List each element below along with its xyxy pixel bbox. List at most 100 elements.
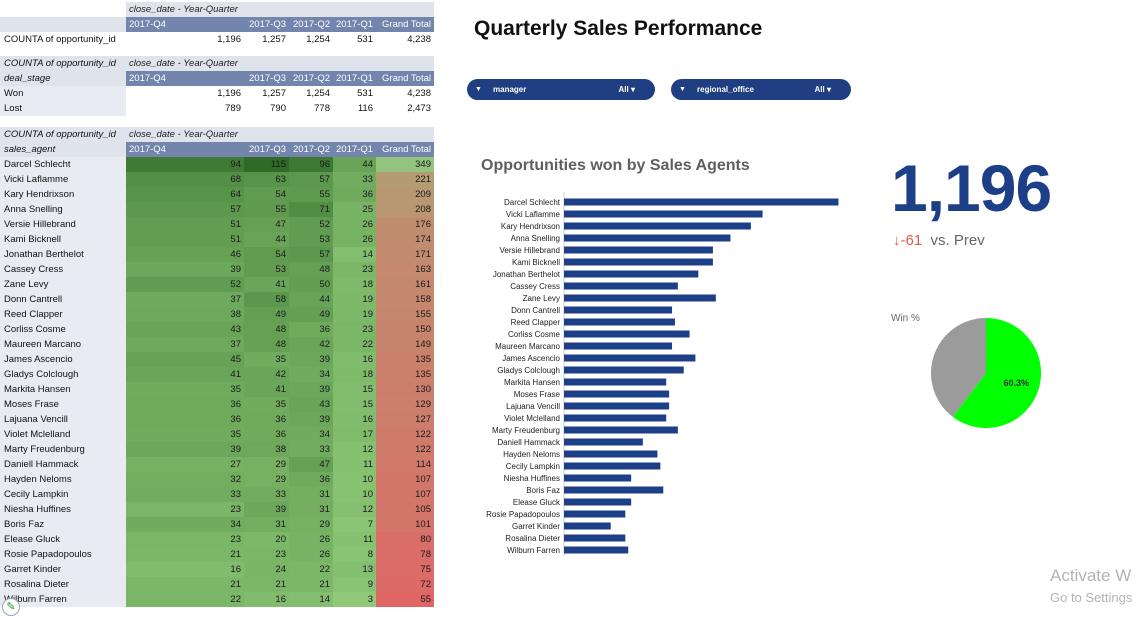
row-label: Cassey Cress (0, 262, 126, 277)
row-header: deal_stage (0, 71, 126, 86)
col-header: 2017-Q4 (126, 71, 244, 86)
grand-total-cell: 129 (376, 397, 434, 412)
table-row: Marty Freudenburg 39 38 33 12 122 (0, 442, 434, 457)
bar (564, 270, 699, 278)
cell: 46 (126, 247, 244, 262)
page-title: Quarterly Sales Performance (474, 17, 763, 40)
bar-category-label: Anna Snelling (511, 234, 560, 243)
filter-value[interactable]: All ▾ (815, 79, 831, 100)
pie-slice-lost (931, 318, 986, 417)
bar-category-label: Corliss Cosme (508, 330, 561, 339)
bar-category-label: Rosalina Dieter (505, 534, 560, 543)
col-header: 2017-Q3 (244, 71, 289, 86)
grand-total-cell: 122 (376, 427, 434, 442)
grand-total-cell: 221 (376, 172, 434, 187)
bar-category-label: Lajuana Vencill (506, 402, 560, 411)
row-label: Rosalina Dieter (0, 577, 126, 592)
filter-value-text: All (814, 85, 825, 94)
bar (564, 222, 751, 230)
agents-bar-chart: Darcel Schlecht Vicki Laflamme Kary Hendri… (486, 192, 839, 556)
bar-category-label: Maureen Marcano (495, 342, 560, 351)
cell: 21 (126, 577, 244, 592)
cell: 48 (244, 337, 289, 352)
bar (564, 426, 678, 434)
cell: 55 (244, 202, 289, 217)
table-row: Zane Levy 52 41 50 18 161 (0, 277, 434, 292)
cell: 4,238 (407, 88, 431, 99)
bar (564, 546, 629, 554)
table-row: Lajuana Vencill 36 36 39 16 127 (0, 412, 434, 427)
table-row: Boris Faz 34 31 29 7 101 (0, 517, 434, 532)
table-row: James Ascencio 45 35 39 16 135 (0, 352, 434, 367)
pencil-icon[interactable]: ✎ (2, 598, 20, 616)
grand-total-cell: 163 (376, 262, 434, 277)
cell: 39 (289, 412, 333, 427)
col-header: 2017-Q2 (289, 17, 333, 32)
cell: 36 (289, 322, 333, 337)
row-label: Marty Freudenburg (0, 442, 126, 457)
cell: 55 (289, 187, 333, 202)
row-label: Moses Frase (0, 397, 126, 412)
cell: 23 (333, 322, 376, 337)
bar (564, 306, 673, 314)
table-row: Hayden Neloms 32 29 36 10 107 (0, 472, 434, 487)
cell: 16 (126, 562, 244, 577)
row-label: Rosie Papadopoulos (0, 547, 126, 562)
cell: 16 (333, 352, 376, 367)
bar-category-label: Zane Levy (523, 294, 560, 303)
cell: 35 (244, 397, 289, 412)
cell: 57 (126, 202, 244, 217)
grand-total-cell: 107 (376, 472, 434, 487)
cell: 23 (126, 502, 244, 517)
cell: 31 (244, 517, 289, 532)
bar (564, 234, 731, 242)
bar (564, 486, 664, 494)
table-row: Rosie Papadopoulos 21 23 26 8 78 (0, 547, 434, 562)
bar (564, 438, 643, 446)
bar (564, 354, 696, 362)
row-label: Niesha Huffines (0, 502, 126, 517)
cell: 10 (333, 487, 376, 502)
table-row: Gladys Colclough 41 42 34 18 135 (0, 367, 434, 382)
cell: 15 (333, 397, 376, 412)
bar-category-label: Kami Bicknell (512, 258, 560, 267)
table-row: Donn Cantrell 37 58 44 19 158 (0, 292, 434, 307)
cell: 1,196 (217, 34, 241, 45)
bar-category-label: Darcel Schlecht (504, 198, 561, 207)
activation-watermark-settings[interactable]: Go to Settings (1050, 590, 1133, 605)
pivot-tables-panel: close_date - Year-Quarter 2017-Q4 2017-Q… (0, 0, 434, 617)
bar-category-label: Vicki Laflamme (506, 210, 561, 219)
bar (564, 510, 626, 518)
table-row: Kami Bicknell 51 44 53 26 174 (0, 232, 434, 247)
table-row: Daniell Hammack 27 29 47 11 114 (0, 457, 434, 472)
bar-category-label: Moses Frase (514, 390, 561, 399)
filter-label: manager (493, 85, 527, 94)
row-label: Gladys Colclough (0, 367, 126, 382)
col-header: 2017-Q4 (126, 17, 244, 32)
cell: 57 (289, 172, 333, 187)
table-row: Rosalina Dieter 21 21 21 9 72 (0, 577, 434, 592)
filter-value[interactable]: All ▾ (619, 79, 635, 100)
table-row: Violet Mclelland 35 36 34 17 122 (0, 427, 434, 442)
row-label: James Ascencio (0, 352, 126, 367)
manager-filter[interactable]: ▼ manager All ▾ (467, 79, 655, 100)
cell: 29 (289, 517, 333, 532)
table-row: Jonathan Berthelot 46 54 57 14 171 (0, 247, 434, 262)
col-header: Grand Total (376, 142, 434, 157)
cell: 57 (289, 247, 333, 262)
blank-cell (0, 2, 126, 17)
date-header: close_date - Year-Quarter (126, 56, 434, 71)
cell: 37 (126, 337, 244, 352)
cell: 41 (244, 277, 289, 292)
cell: 49 (244, 307, 289, 322)
filter-triangle-icon: ▼ (679, 86, 686, 93)
cell: 36 (126, 397, 244, 412)
cell: 116 (357, 103, 373, 114)
cell: 3 (333, 592, 376, 607)
cell: 12 (333, 442, 376, 457)
pie-slice-won (952, 318, 1041, 428)
regional-office-filter[interactable]: ▼ regional_office All ▾ (671, 79, 851, 100)
grand-total-cell: 158 (376, 292, 434, 307)
grand-total-cell: 149 (376, 337, 434, 352)
cell: 32 (126, 472, 244, 487)
